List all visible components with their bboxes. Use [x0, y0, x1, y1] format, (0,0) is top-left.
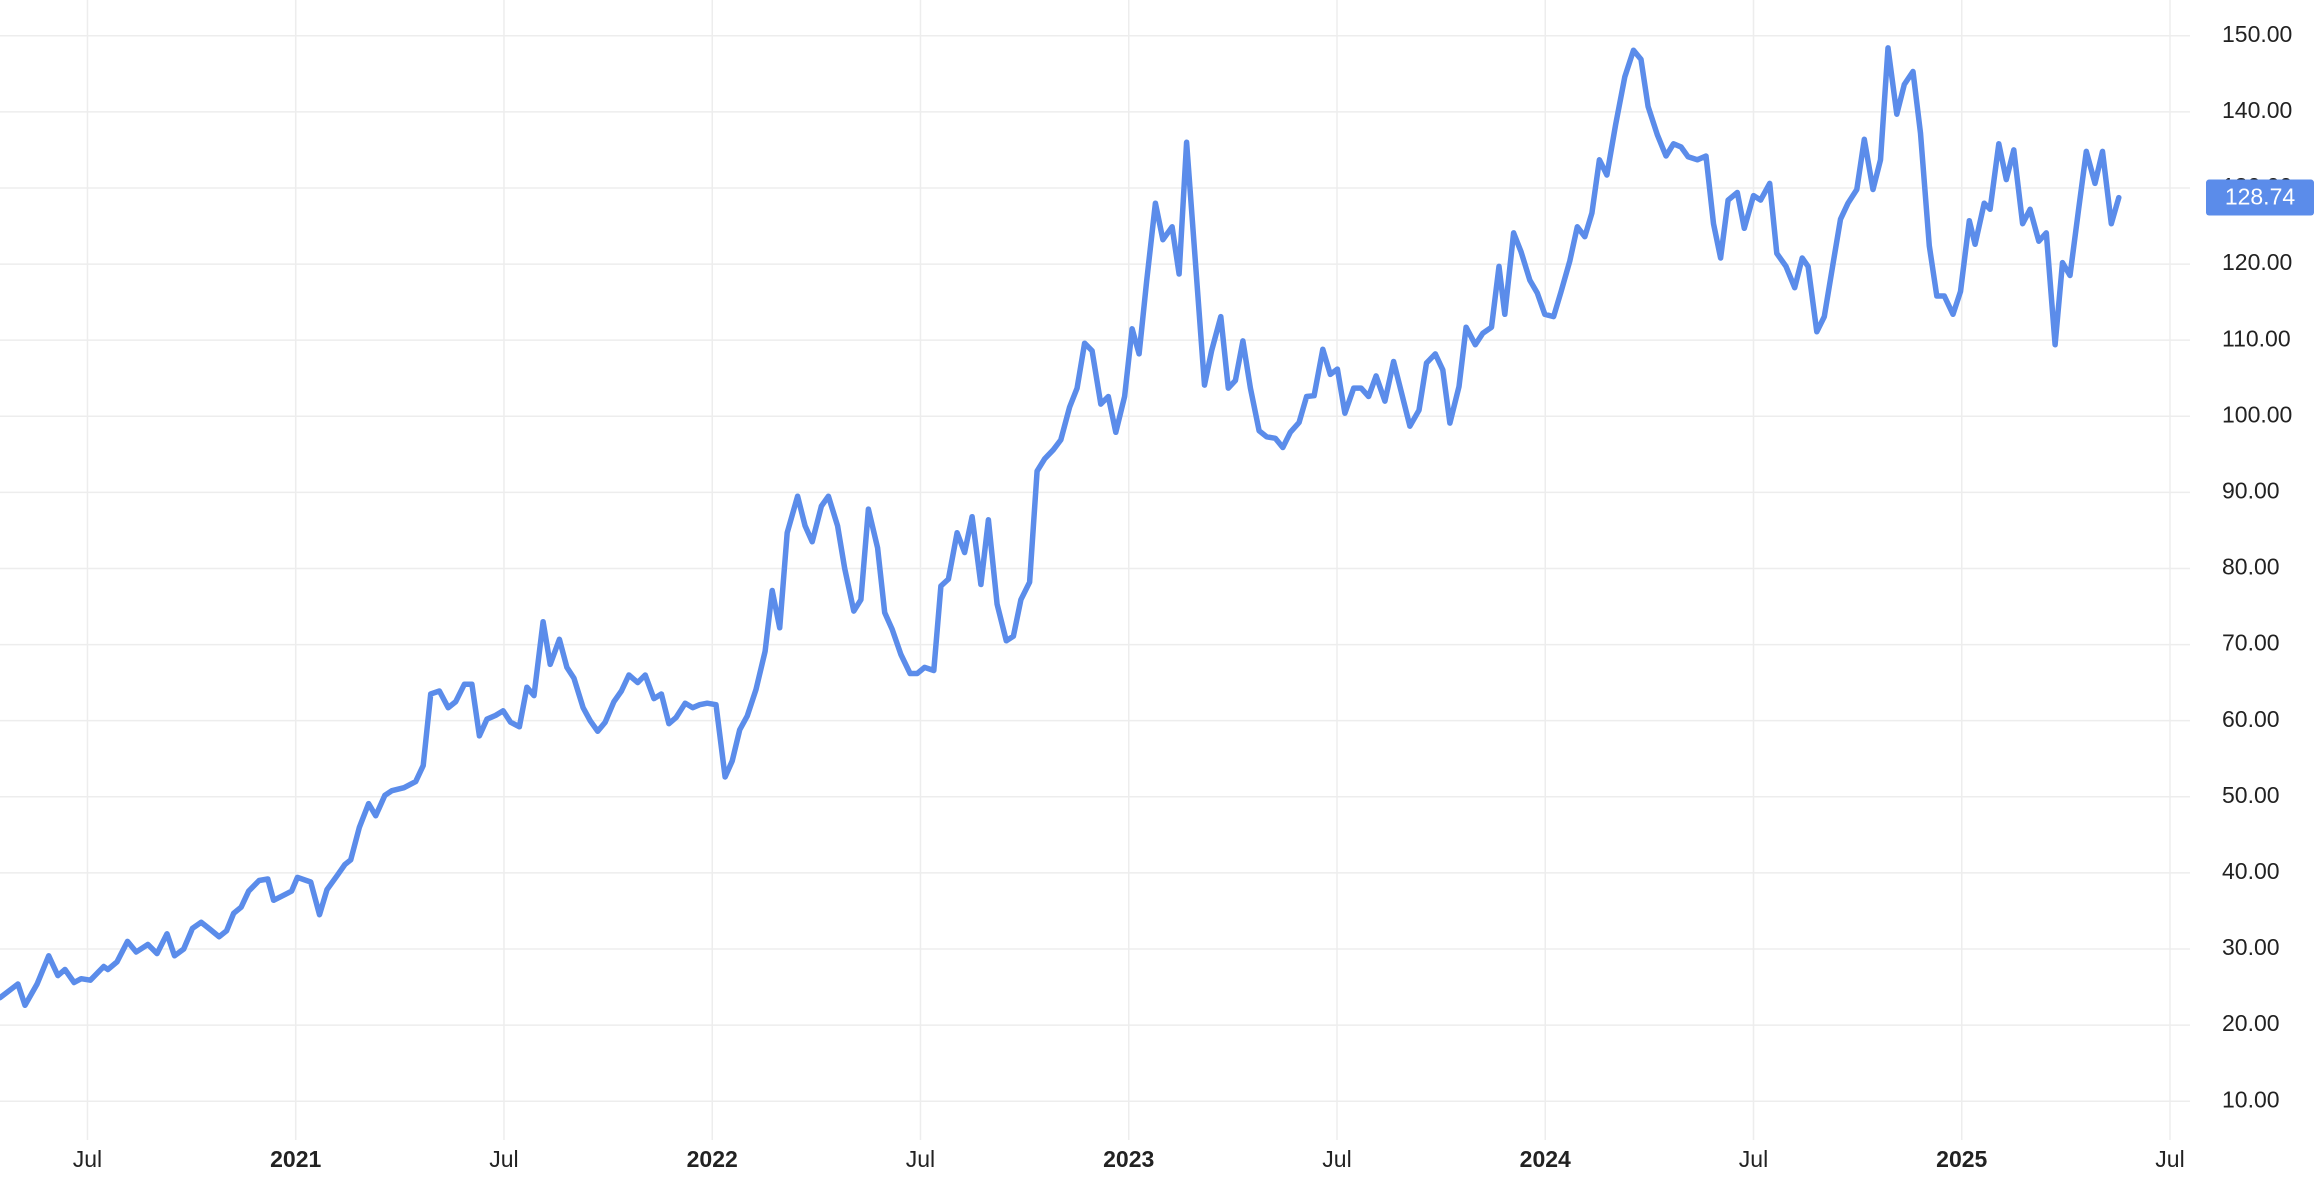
- x-tick-label: Jul: [906, 1146, 935, 1172]
- y-tick-label: 60.00: [2222, 706, 2280, 732]
- labels: 10.00 20.00 30.00 40.00 50.00 60.00 70.00 80.00…: [73, 21, 2314, 1172]
- x-tick-label: 2021: [270, 1146, 321, 1172]
- x-tick-label: 2025: [1936, 1146, 1987, 1172]
- y-tick-label: 90.00: [2222, 477, 2280, 503]
- grid: [0, 0, 2190, 1140]
- y-tick-label: 40.00: [2222, 858, 2280, 884]
- y-tick-label: 30.00: [2222, 934, 2280, 960]
- y-tick-label: 20.00: [2222, 1010, 2280, 1036]
- y-tick-label: 100.00: [2222, 401, 2292, 427]
- y-tick-label: 50.00: [2222, 782, 2280, 808]
- x-tick-label: Jul: [489, 1146, 518, 1172]
- y-tick-label: 110.00: [2222, 325, 2291, 351]
- last-price-badge: [2206, 179, 2314, 216]
- x-tick-label: Jul: [1322, 1146, 1351, 1172]
- x-tick-label: 2023: [1103, 1146, 1154, 1172]
- y-tick-label: 140.00: [2222, 97, 2292, 123]
- y-tick-label: 70.00: [2222, 630, 2280, 656]
- x-tick-label: Jul: [73, 1146, 102, 1172]
- y-tick-label: 120.00: [2222, 249, 2292, 275]
- price-line: [0, 45, 2122, 1009]
- y-tick-label: 80.00: [2222, 554, 2280, 580]
- last-price-label: 128.74: [2225, 184, 2296, 210]
- plot: [0, 45, 2122, 1009]
- x-tick-label: Jul: [1739, 1146, 1768, 1172]
- x-tick-label: 2022: [687, 1146, 738, 1172]
- y-tick-label: 10.00: [2222, 1086, 2280, 1112]
- y-tick-label: 150.00: [2222, 21, 2292, 47]
- x-tick-label: Jul: [2155, 1146, 2184, 1172]
- x-tick-label: 2024: [1520, 1146, 1571, 1172]
